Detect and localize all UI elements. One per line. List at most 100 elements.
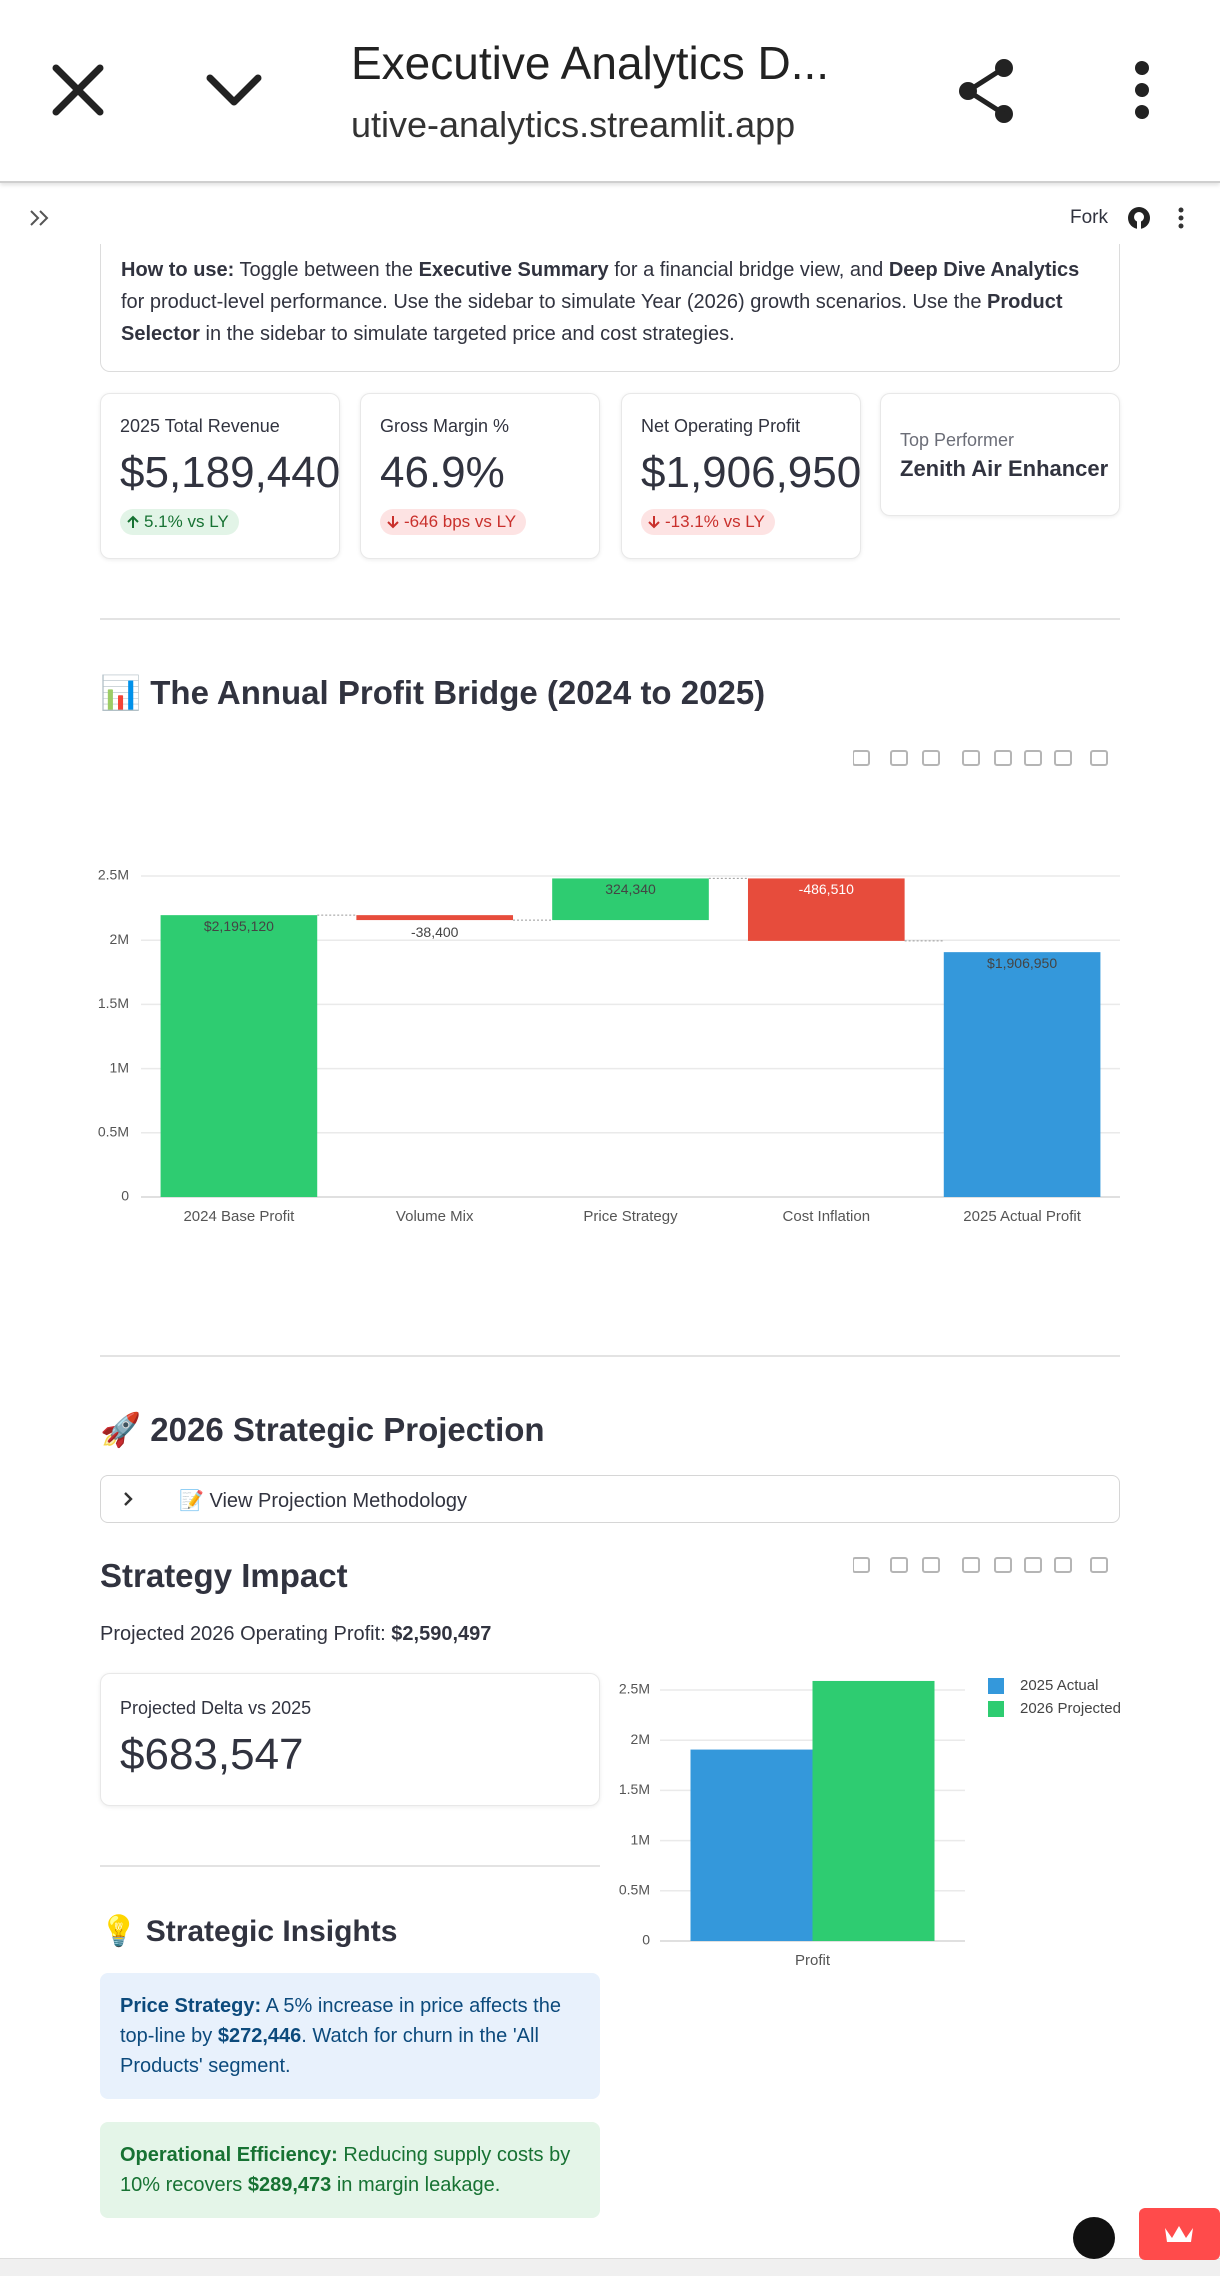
modebar-icon bbox=[1054, 750, 1072, 766]
projected-profit: Projected 2026 Operating Profit: $2,590,… bbox=[100, 1623, 491, 1646]
app-menu[interactable] bbox=[1175, 206, 1187, 230]
y-tick-label: 1M bbox=[631, 1831, 650, 1847]
metric-delta: -13.1% vs LY bbox=[641, 509, 775, 535]
bold-text: Executive Summary bbox=[418, 259, 609, 281]
y-tick-label: 0.5M bbox=[98, 1124, 129, 1140]
delta-text: -13.1% vs LY bbox=[665, 512, 765, 531]
text: for a financial bridge view, and bbox=[608, 259, 889, 281]
y-tick-label: 1.5M bbox=[98, 995, 129, 1011]
value-label: -38,400 bbox=[411, 924, 459, 940]
bottom-bar bbox=[0, 2258, 1220, 2276]
x-tick-label: 2025 Actual Profit bbox=[963, 1208, 1081, 1225]
menu-button[interactable] bbox=[1128, 60, 1156, 124]
expander-label: 📝 View Projection Methodology bbox=[179, 1490, 468, 1512]
close-button[interactable] bbox=[50, 62, 106, 118]
text: Reducing supply costs by 10% recovers bbox=[120, 2144, 571, 2196]
modebar-icons[interactable] bbox=[852, 746, 1113, 770]
section-heading: 📊 The Annual Profit Bridge (2024 to 2025… bbox=[100, 674, 766, 711]
metric-value: 46.9% bbox=[380, 448, 505, 497]
browser-header: Executive Analytics D... utive-analytics… bbox=[0, 0, 1220, 183]
modebar-icon bbox=[1024, 1557, 1042, 1573]
metric-label: Top Performer bbox=[900, 430, 1015, 450]
metric-delta: -646 bps vs LY bbox=[380, 509, 527, 535]
x-tick-label: Cost Inflation bbox=[783, 1208, 871, 1225]
insight-info: Price Strategy: A 5% increase in price a… bbox=[100, 1973, 600, 2099]
modebar-icon bbox=[852, 750, 870, 766]
metric-card: Gross Margin % 46.9% -646 bps vs LY bbox=[360, 393, 600, 559]
divider bbox=[100, 618, 1120, 620]
modebar-icon bbox=[994, 750, 1012, 766]
modebar-icon bbox=[890, 750, 908, 766]
delta-arrow bbox=[387, 516, 399, 529]
intro-box: How to use: Toggle between the Executive… bbox=[100, 244, 1120, 372]
github-link[interactable] bbox=[1127, 206, 1151, 230]
fork-link[interactable]: Fork bbox=[1070, 207, 1108, 228]
bar bbox=[690, 1749, 813, 1941]
y-tick-label: 2M bbox=[110, 931, 129, 947]
y-tick-label: 1M bbox=[110, 1059, 129, 1075]
page-title: Executive Analytics D... bbox=[351, 37, 830, 89]
modebar-icon bbox=[1054, 1557, 1072, 1573]
metric-card: Top Performer Zenith Air Enhancer bbox=[880, 393, 1120, 516]
y-tick-label: 0 bbox=[121, 1188, 129, 1204]
modebar-icon bbox=[852, 1557, 870, 1573]
bold-text: $272,446 bbox=[217, 2025, 302, 2047]
modebar-icon bbox=[922, 750, 940, 766]
x-tick-label: 2024 Base Profit bbox=[183, 1208, 295, 1225]
y-tick-label: 2.5M bbox=[98, 867, 129, 883]
sidebar-toggle[interactable] bbox=[28, 208, 52, 228]
divider bbox=[100, 1865, 600, 1867]
bold-text: How to use: bbox=[121, 259, 235, 281]
legend-swatch bbox=[988, 1701, 1004, 1717]
delta-arrow bbox=[127, 515, 139, 528]
bold-text: Deep Dive Analytics bbox=[888, 259, 1080, 281]
section-heading: 🚀 2026 Strategic Projection bbox=[100, 1411, 545, 1448]
waterfall-chart: 0 0.5M 1M 1.5M 2M 2.5M $2,195,120 2024 Base Pro… bbox=[98, 867, 1120, 1225]
bar bbox=[747, 878, 905, 941]
y-tick-label: 0 bbox=[642, 1932, 650, 1948]
text: in margin leakage. bbox=[331, 2174, 501, 2196]
metric-value: $683,547 bbox=[120, 1730, 304, 1779]
text: . Watch for churn in the 'All Products' … bbox=[120, 2025, 539, 2077]
modebar-icon bbox=[890, 1557, 908, 1573]
arrow-path bbox=[648, 516, 660, 529]
metric-label: 2025 Total Revenue bbox=[120, 416, 280, 436]
share-button[interactable] bbox=[954, 58, 1020, 124]
bold-text: Price Strategy: bbox=[120, 1995, 262, 2017]
modebar-icon bbox=[1090, 750, 1108, 766]
value-label: $2,195,120 bbox=[204, 918, 274, 934]
x-tick-label: Price Strategy bbox=[583, 1208, 678, 1225]
modebar-icon bbox=[1090, 1557, 1108, 1573]
expander-chevron bbox=[124, 1492, 133, 1506]
bar bbox=[943, 952, 1101, 1197]
metric-label: Gross Margin % bbox=[380, 416, 510, 436]
x-tick-label: Profit bbox=[795, 1952, 831, 1969]
collapse-button[interactable] bbox=[204, 70, 264, 110]
chart-toolbar[interactable] bbox=[852, 1553, 1113, 1582]
methodology-expander[interactable]: 📝 View Projection Methodology bbox=[100, 1475, 1120, 1523]
subheading: Strategy Impact bbox=[100, 1557, 348, 1594]
bold-text: Operational Efficiency: bbox=[120, 2144, 338, 2166]
subheading: 💡 Strategic Insights bbox=[100, 1915, 398, 1948]
streamlit-badge[interactable] bbox=[1139, 2208, 1220, 2260]
y-tick-label: 2M bbox=[631, 1731, 650, 1747]
modebar-icons[interactable] bbox=[852, 1553, 1113, 1577]
value-label: 324,340 bbox=[605, 881, 656, 897]
metric-label: Projected Delta vs 2025 bbox=[120, 1698, 312, 1718]
modebar-icon bbox=[962, 750, 980, 766]
avatar[interactable] bbox=[1072, 2216, 1116, 2260]
metric-label: Net Operating Profit bbox=[641, 416, 801, 436]
delta-text: -646 bps vs LY bbox=[404, 512, 517, 531]
bar bbox=[812, 1680, 935, 1941]
chart-toolbar[interactable] bbox=[852, 746, 1113, 775]
metric-delta: 5.1% vs LY bbox=[120, 509, 239, 535]
modebar-icon bbox=[1024, 750, 1042, 766]
projection-chart: 0 0.5M 1M 1.5M 2M 2.5M Profit 2025 Actual 2026 P… bbox=[619, 1677, 1121, 1969]
modebar-icon bbox=[962, 1557, 980, 1573]
insight-success: Operational Efficiency: Reducing supply … bbox=[100, 2122, 600, 2218]
arrow-path bbox=[387, 516, 399, 529]
legend-label: 2026 Projected bbox=[1020, 1700, 1121, 1717]
page-url: utive-analytics.streamlit.app bbox=[351, 104, 796, 145]
bold-text: $2,590,497 bbox=[391, 1623, 492, 1645]
